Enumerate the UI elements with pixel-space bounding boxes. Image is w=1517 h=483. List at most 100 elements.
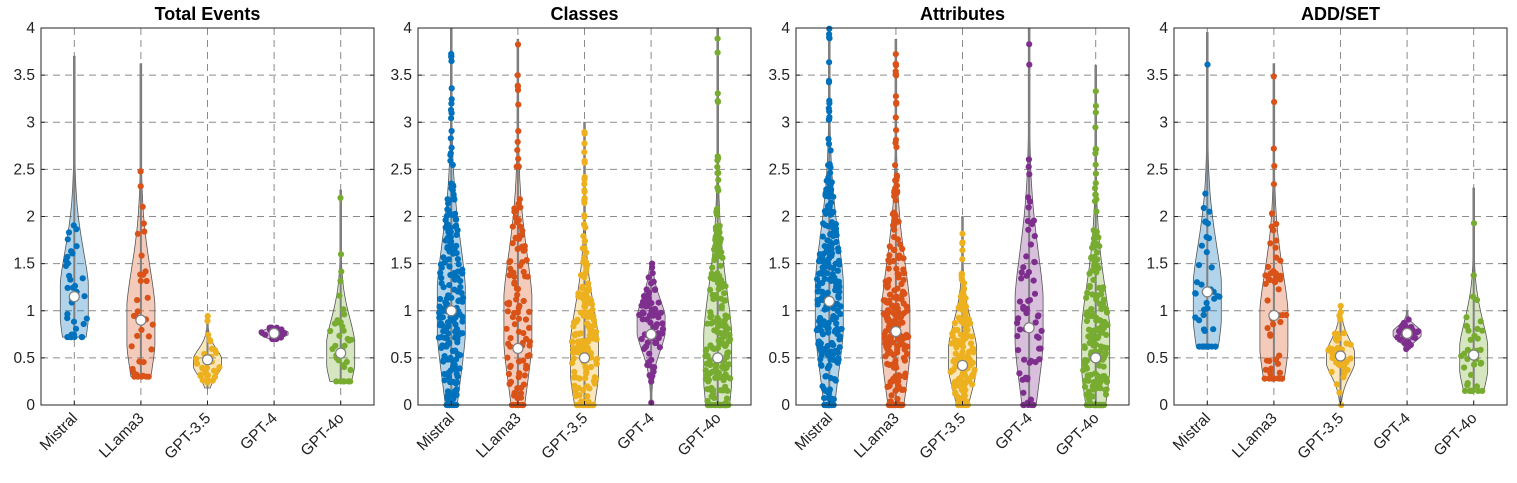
point-GPT-3.5 [953, 357, 960, 364]
point-Mistral [64, 236, 71, 243]
y-tick-label: 4 [403, 20, 412, 37]
point-LLama3 [893, 100, 900, 107]
point-Mistral [832, 228, 840, 235]
point-GPT-4o [1479, 327, 1486, 334]
point-Mistral [825, 105, 832, 112]
point-GPT-3.5 [216, 364, 223, 371]
panel-1: 0 0.5 1 1.5 2 2.5 3 3.5 4 Mistral LLama3 GPT-3.5 GPT… [390, 4, 752, 463]
point-GPT-4 [1025, 156, 1032, 163]
point-Mistral [814, 288, 821, 295]
point-Mistral [437, 269, 444, 277]
point-LLama3 [511, 273, 518, 280]
point-GPT-4o [723, 395, 731, 402]
point-GPT-4o [1092, 88, 1099, 95]
point-GPT-4o [1097, 324, 1104, 331]
point-LLama3 [513, 285, 521, 292]
y-tick-label: 3.5 [390, 67, 412, 84]
panel-2: 0 0.5 1 1.5 2 2.5 3 3.5 4 Mistral LLama3 GPT-3.5 GPT… [768, 4, 1130, 463]
point-LLama3 [884, 283, 892, 290]
point-GPT-4o [702, 367, 709, 374]
median-GPT-3.5 [1334, 350, 1347, 362]
point-GPT-3.5 [577, 272, 585, 279]
point-GPT-4o [704, 352, 711, 360]
point-Mistral [64, 315, 71, 322]
point-GPT-4 [648, 378, 655, 385]
point-GPT-4o [1084, 372, 1091, 379]
point-LLama3 [144, 294, 151, 301]
point-GPT-4o [717, 387, 724, 394]
point-LLama3 [140, 359, 147, 366]
point-GPT-3.5 [1336, 389, 1343, 396]
point-GPT-3.5 [581, 174, 588, 181]
point-GPT-4 [1015, 347, 1022, 354]
point-GPT-4o [1103, 309, 1111, 316]
point-Mistral [448, 100, 455, 107]
point-LLama3 [139, 203, 146, 210]
median-GPT-4 [1023, 322, 1035, 334]
point-GPT-4o [1098, 306, 1105, 313]
point-LLama3 [893, 127, 900, 134]
point-GPT-3.5 [581, 212, 588, 219]
point-GPT-4o [1092, 314, 1100, 321]
point-Mistral [825, 193, 833, 200]
point-Mistral [825, 319, 832, 327]
point-GPT-4 [651, 286, 659, 293]
point-LLama3 [1270, 321, 1277, 328]
point-LLama3 [890, 222, 897, 229]
point-LLama3 [1270, 181, 1277, 188]
point-GPT-4 [1014, 333, 1021, 340]
point-LLama3 [138, 252, 145, 259]
point-GPT-4o [1098, 329, 1105, 336]
chart-title: Attributes [920, 4, 1005, 24]
point-GPT-4 [644, 339, 651, 346]
point-LLama3 [515, 155, 522, 162]
point-GPT-3.5 [581, 238, 588, 245]
point-Mistral [825, 135, 832, 143]
point-GPT-4 [649, 364, 656, 371]
point-GPT-4o [713, 227, 720, 234]
point-GPT-4o [1471, 361, 1478, 368]
point-Mistral [444, 319, 452, 326]
x-tick-label: GPT-4o [298, 410, 348, 460]
point-GPT-4o [348, 336, 355, 343]
point-GPT-4 [1026, 41, 1033, 48]
point-LLama3 [516, 196, 524, 203]
point-GPT-3.5 [572, 374, 580, 381]
panel-3: 0 0.5 1 1.5 2 2.5 3 3.5 4 Mistral LLama3 GPT-3.5 GPT… [1146, 4, 1508, 463]
point-GPT-4o [337, 194, 344, 201]
point-Mistral [1200, 204, 1207, 212]
point-LLama3 [882, 353, 889, 360]
point-GPT-4o [713, 209, 720, 216]
point-GPT-4o [715, 374, 722, 381]
point-LLama3 [894, 395, 901, 403]
point-GPT-3.5 [958, 272, 965, 280]
point-Mistral [1208, 264, 1215, 271]
point-Mistral [826, 362, 833, 369]
point-GPT-4o [714, 157, 721, 164]
point-GPT-4o [1092, 170, 1099, 177]
y-tick-label: 3 [1159, 114, 1168, 131]
point-GPT-4 [638, 302, 645, 309]
point-LLama3 [511, 309, 518, 317]
point-GPT-3.5 [211, 373, 219, 380]
point-Mistral [447, 106, 455, 114]
point-LLama3 [514, 395, 521, 402]
point-GPT-3.5 [962, 399, 969, 406]
x-tick-label: GPT-4 [1370, 410, 1414, 454]
point-GPT-4o [718, 303, 725, 310]
point-Mistral [438, 274, 445, 282]
point-LLama3 [883, 312, 891, 319]
y-tick-label: 1 [781, 303, 790, 320]
point-Mistral [455, 297, 463, 304]
point-GPT-3.5 [1340, 374, 1347, 381]
point-GPT-4o [1467, 387, 1474, 394]
point-GPT-4o [1470, 293, 1477, 300]
point-GPT-3.5 [581, 294, 589, 301]
y-tick-label: 0.5 [13, 350, 35, 367]
point-GPT-3.5 [948, 340, 955, 347]
point-GPT-4 [641, 344, 649, 351]
point-LLama3 [141, 228, 148, 235]
point-GPT-3.5 [1347, 355, 1354, 362]
point-GPT-3.5 [953, 344, 960, 351]
point-GPT-4o [1081, 383, 1089, 390]
